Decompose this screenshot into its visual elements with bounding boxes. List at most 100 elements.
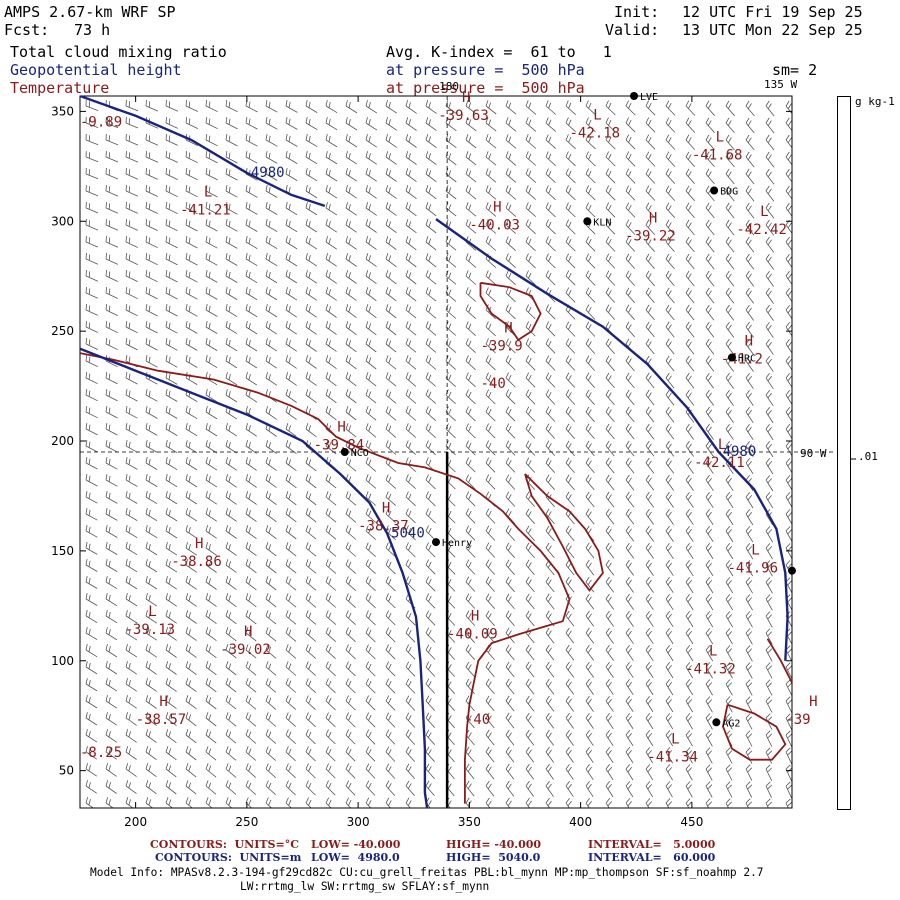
x-tick-label: 200 [124,815,147,829]
temp-extremum-value: -41.32 [685,662,736,678]
station-label: BDG [720,186,738,197]
temp-extremum-marker: H [745,334,753,350]
k-index-avg: Avg. K-index = 61 to 1 [386,43,612,61]
temp-extremum-value: -42.18 [570,125,621,141]
temp-contour-units: CONTOURS: UNITS=°C [150,838,299,851]
station-label: NCO [351,448,369,459]
y-tick-label: 350 [51,104,74,118]
temp-extremum-marker: H [809,694,817,710]
temp-extremum-marker: H [493,200,501,216]
temp-extremum-marker: H [244,624,252,640]
temp-extremum-marker: L [148,604,156,620]
meridian-135-label: 135 W [764,78,797,91]
station-label: HRC [738,354,756,365]
temp-extremum-value: -42.11 [694,455,745,471]
temp-extremum-marker: L [760,204,768,220]
station-label: Henry [442,538,472,549]
temp-extremum-value: -38.37 [358,519,409,535]
y-tick-label: 150 [51,544,74,558]
temp-contour-low: LOW= -40.000 [311,838,401,851]
y-tick-label: 50 [59,764,74,778]
temp-extremum-value: -39.02 [220,642,271,658]
temp-extremum-marker: H [462,90,470,106]
station-marker [583,217,592,226]
temp-extremum-marker: L [671,731,679,747]
temperature-contour [524,473,604,592]
temp-extremum-value: -39.22 [625,229,676,245]
wind-barb-field [85,99,792,808]
colorbar-unit: g kg-1 [855,95,895,108]
x-tick-label: 400 [569,815,592,829]
temp-extremum-value: -38.57 [136,712,187,728]
temp-contour-interval: INTERVAL= 5.0000 [588,838,716,851]
colorbar [837,96,851,810]
temp-extremum-marker: L [204,184,212,200]
temperature-contour [80,352,571,804]
temp-extremum-marker: L [751,542,759,558]
temp-extremum-value: -40.03 [469,218,520,234]
temp-extremum-marker: H [649,211,657,227]
temp-extremum-value: -39.84 [314,437,365,453]
station-marker [340,448,349,456]
temp-extremum-marker: H [504,321,512,337]
temperature-contour [722,703,787,761]
temp-extremum-marker: H [337,419,345,435]
field-temperature: Temperature [10,79,110,97]
temp-extremum-value: -42.42 [736,222,787,238]
temp-extremum-value: -41.96 [727,560,778,576]
station-marker [630,92,639,100]
fcst-label: Fcst: [4,21,50,39]
pressure-temp: at pressure = 500 hPa [386,79,585,97]
temp-extremum-value: -39.63 [438,108,489,124]
station-marker [432,538,440,547]
temp-extremum-marker: H [471,608,479,624]
map-grid: 200 250 300 350 400 450 50 100 150 200 250 300 350 18… [51,78,835,829]
field-geopotential: Geopotential height [10,61,182,79]
temp-extremum-value: -9.89 [80,114,122,130]
init-label: Init: [614,3,660,21]
temp-extremum-marker: L [593,107,601,123]
x-tick-label: 300 [347,815,370,829]
station-marker [788,566,796,575]
smoothing: sm= 2 [772,61,818,79]
pressure-height: at pressure = 500 hPa [386,61,585,79]
height-contour [80,96,326,208]
temp-extremum-marker: H [382,501,390,517]
temp-extremum-value: -39 [785,712,810,728]
meridian-90-label: 90 W [800,447,827,460]
x-tick-label: 350 [458,815,481,829]
temp-extremum-value: -40 [481,376,506,392]
height-contour-units: CONTOURS: UNITS=m [155,851,302,864]
temp-extremum-marker: L [718,437,726,453]
temp-extremum-value: -40 [465,712,490,728]
temp-extremum-marker: L [716,129,724,145]
temp-contour-high: HIGH= -40.000 [446,838,542,851]
temp-extremum-value: -38.86 [171,554,222,570]
height-contour-high: HIGH= 5040.0 [446,851,541,864]
y-tick-label: 100 [51,654,74,668]
height-contour-label: 5040 [391,525,425,541]
contours [80,96,792,808]
model-info-2: LW:rrtmg_lw SW:rrtmg_sw SFLAY:sf_mynn [240,880,490,893]
temperature-contour [479,281,542,342]
temperature-contour [766,638,792,684]
temp-extremum-value: -8.25 [80,745,122,761]
height-contour-interval: INTERVAL= 60.000 [588,851,716,864]
wind-barbs [85,99,792,808]
y-tick-label: 200 [51,434,74,448]
valid-label: Valid: [605,21,660,39]
station-marker [712,718,721,727]
temp-extremum-marker: H [195,536,203,552]
field-cloud: Total cloud mixing ratio [10,43,227,61]
temp-extremum-value: -41.68 [692,147,743,163]
temp-extremum-value: -41.21 [180,202,231,218]
temp-extremum-value: -39.9 [481,339,523,355]
init-value: 12 UTC Fri 19 Sep 25 [682,3,863,21]
temp-extremum-value: -41.34 [647,749,698,765]
station-marker [727,353,736,362]
x-tick-label: 450 [680,815,703,829]
fcst-value: 73 h [74,21,111,39]
station-marker [710,186,719,195]
